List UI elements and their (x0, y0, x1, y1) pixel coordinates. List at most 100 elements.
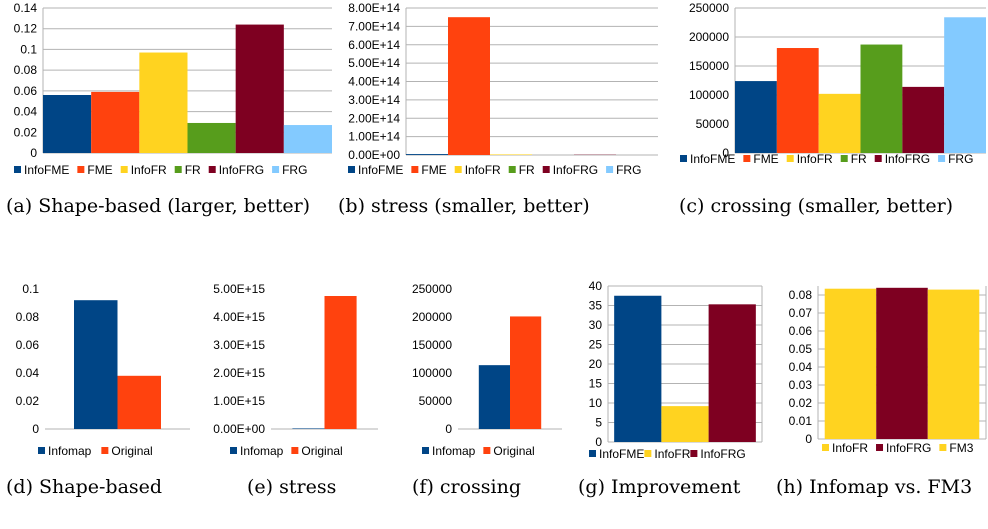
caption-a: (a) Shape-based (larger, better) (6, 195, 311, 217)
legend-swatch-infofr (786, 155, 794, 162)
y-tick-label: 15 (589, 377, 603, 391)
caption-e: (e) stress (247, 476, 337, 498)
y-tick-label: 0.08 (789, 288, 813, 302)
legend-swatch-original (101, 447, 109, 454)
y-tick-label: 6.00E+14 (348, 38, 400, 52)
legend-label-original: Original (301, 444, 342, 458)
bar-frg (283, 125, 332, 153)
bar-original (510, 316, 542, 429)
y-tick-label: 0 (32, 422, 39, 436)
legend-swatch-infomap (422, 447, 429, 454)
y-tick-label: 8.00E+14 (348, 1, 400, 15)
chart-b: 0.00E+00 1.00E+14 2.00E+14 3.00E+14 4.00E+14… (348, 1, 658, 177)
y-tick-label: 1.00E+15 (213, 394, 265, 408)
legend-label-infofme: InfoFME (24, 163, 69, 177)
y-tick-label: 30 (589, 318, 603, 332)
legend-label-fme: FME (753, 152, 778, 166)
legend-swatch-infofme (680, 155, 687, 162)
legend-swatch-original (483, 447, 491, 454)
legend-swatch-frg (606, 166, 614, 173)
y-tick-label: 0 (30, 146, 37, 160)
legend-swatch-infofme (14, 166, 21, 173)
y-tick-label: 2.00E+14 (348, 111, 400, 125)
legend-label-infofme: InfoFME (358, 163, 403, 177)
y-tick-label: 150000 (412, 338, 452, 352)
bar-infofme (406, 154, 448, 155)
y-tick-label: 0.04 (14, 105, 38, 119)
legend-label-infomap: Infomap (48, 444, 92, 458)
caption-h-text: (h) Infomap vs. FM3 (776, 476, 973, 498)
y-tick-label: 0.03 (789, 378, 813, 392)
legend-swatch-infofrg (208, 166, 216, 173)
bar-infomap (478, 365, 510, 429)
legend-swatch-infofme (348, 166, 355, 173)
legend-swatch-fme (77, 166, 85, 173)
y-tick-label: 50000 (696, 117, 730, 131)
legend-swatch-fr (508, 166, 516, 173)
y-tick-label: 0 (595, 435, 602, 449)
chart-panel-g: 0 5 10 15 20 25 30 35 40 InfoFME InfoFR InfoFRG (570, 276, 770, 468)
legend-swatch-infofrg (876, 444, 884, 451)
y-tick-label: 0 (805, 432, 812, 446)
y-tick-label: 0.00E+00 (348, 148, 400, 162)
legend-swatch-infofme (589, 450, 596, 457)
caption-g: (g) Improvement (578, 476, 741, 498)
y-tick-label: 1.00E+14 (348, 130, 400, 144)
chart-e: 0.00E+00 1.00E+15 2.00E+15 3.00E+15 4.00E+15… (213, 282, 378, 458)
y-tick-label: 0.12 (14, 22, 38, 36)
y-tick-label: 7.00E+14 (348, 19, 400, 33)
legend-label-infofrg: InfoFRG (886, 441, 931, 455)
bar-infofrg (708, 304, 756, 442)
y-tick-label: 0.08 (16, 310, 40, 324)
y-tick-label: 150000 (689, 59, 729, 73)
bar-infofme (614, 295, 662, 442)
bar-infofrg (235, 24, 284, 154)
bar-frg (944, 17, 986, 154)
legend-label-original: Original (111, 444, 152, 458)
bar-infofr (818, 93, 861, 153)
chart-a: 0 0.02 0.04 0.06 0.08 0.1 0.12 0.14 InfoFME FME In… (14, 1, 332, 177)
y-tick-label: 0.01 (789, 414, 813, 428)
y-tick-label: 0.1 (20, 42, 37, 56)
y-tick-label: 250000 (689, 1, 729, 15)
legend-label-infofrg: InfoFRG (700, 447, 745, 461)
legend-swatch-original (291, 447, 299, 454)
bar-infofrg (902, 86, 945, 153)
legend-label-fme: FME (421, 163, 446, 177)
y-tick-label: 3.00E+15 (213, 338, 265, 352)
bar-fr (860, 44, 903, 153)
legend-label-infofr: InfoFR (832, 441, 868, 455)
legend-swatch-frg (272, 166, 280, 173)
legend-label-infofme: InfoFME (599, 447, 644, 461)
chart-f: 0 50000 100000 150000 200000 250000 Infomap Ori… (412, 282, 562, 458)
bar-infofr (490, 154, 532, 155)
caption-b: (b) stress (smaller, better) (338, 195, 590, 217)
bar-fr (187, 122, 236, 153)
caption-c: (c) crossing (smaller, better) (679, 195, 954, 217)
bar-infofr (661, 406, 709, 442)
legend-label-fm3: FM3 (949, 441, 973, 455)
chart-c: 0 50000 100000 150000 200000 250000 InfoFME FME… (680, 1, 986, 166)
y-tick-label: 0 (445, 422, 452, 436)
legend-label-infofrg: InfoFRG (553, 163, 598, 177)
y-tick-label: 4.00E+15 (213, 310, 265, 324)
legend-swatch-infofrg (690, 450, 698, 457)
legend-label-fr: FR (185, 163, 201, 177)
legend-swatch-infofr (454, 166, 462, 173)
legend-swatch-infofrg (542, 166, 550, 173)
legend-label-infomap: Infomap (432, 444, 476, 458)
y-tick-label: 100000 (412, 366, 452, 380)
y-tick-label: 0.08 (14, 63, 38, 77)
legend-label-fr: FR (519, 163, 535, 177)
legend-swatch-infofr (120, 166, 128, 173)
bar-fme (91, 91, 140, 153)
legend-label-infofrg: InfoFRG (219, 163, 264, 177)
legend-swatch-fme (743, 155, 751, 162)
y-tick-label: 250000 (412, 282, 452, 296)
y-tick-label: 2.00E+15 (213, 366, 265, 380)
y-tick-label: 0.02 (789, 396, 813, 410)
y-tick-label: 0.06 (789, 324, 813, 338)
legend-label-infofr: InfoFR (654, 447, 690, 461)
legend-swatch-fme (411, 166, 419, 173)
y-tick-label: 10 (589, 396, 603, 410)
